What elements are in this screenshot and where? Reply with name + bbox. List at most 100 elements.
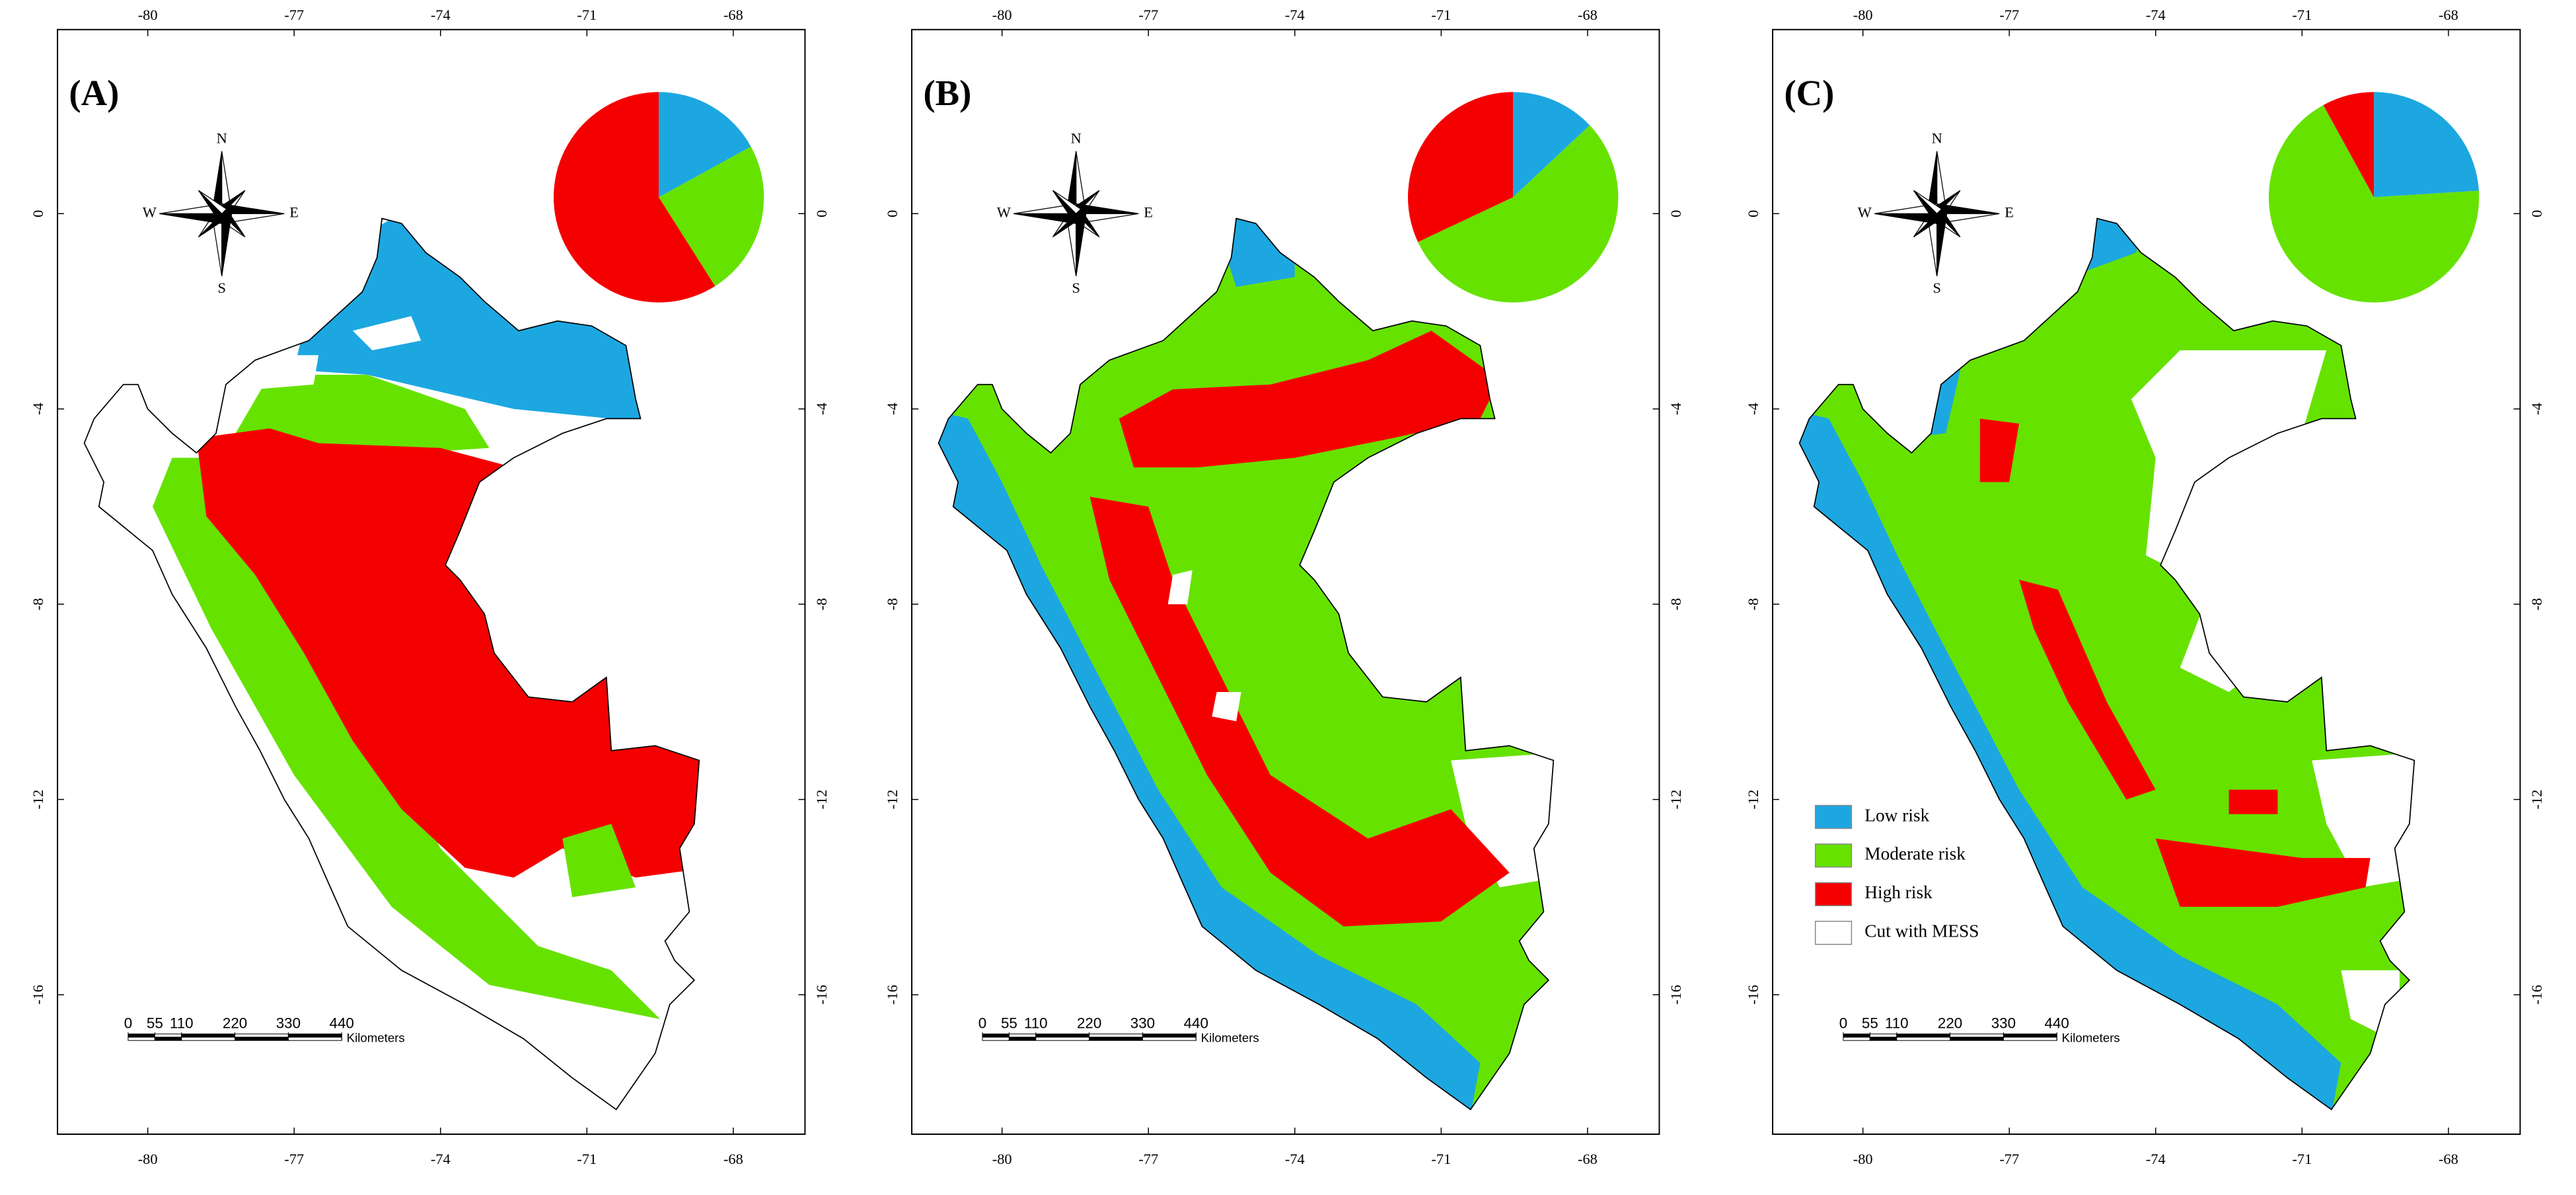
legend-label: High risk xyxy=(1864,882,1932,902)
risk-area xyxy=(245,355,319,390)
scale-segment xyxy=(982,1036,1010,1041)
scale-label: 110 xyxy=(1024,1015,1048,1031)
scale-segment xyxy=(1869,1033,1897,1038)
pie-slice xyxy=(1513,92,1590,198)
scale-label: 330 xyxy=(276,1015,301,1031)
compass-letter: N xyxy=(1071,130,1082,147)
risk-areas xyxy=(153,218,700,1019)
lon-label: -80 xyxy=(992,7,1012,23)
legend-label: Cut with MESS xyxy=(1864,921,1979,941)
risk-area xyxy=(352,316,422,350)
lon-label: -68 xyxy=(2439,7,2458,23)
scale-label: 55 xyxy=(147,1015,163,1031)
scale-segment xyxy=(1950,1036,2004,1041)
compass-letter: W xyxy=(1858,204,1872,220)
lat-label: -8 xyxy=(1745,598,1761,611)
legend-label: Moderate risk xyxy=(1864,844,1966,864)
scale-label: 220 xyxy=(1077,1015,1101,1031)
scale-segment xyxy=(1089,1033,1143,1038)
risk-area xyxy=(1119,330,1500,468)
lat-label: 0 xyxy=(884,210,901,217)
scale-segment xyxy=(1035,1036,1090,1041)
scale-segment xyxy=(1035,1033,1090,1038)
risk-area xyxy=(1212,691,1241,722)
scale-segment xyxy=(1008,1036,1037,1041)
lat-label: 0 xyxy=(1745,210,1761,217)
risk-area xyxy=(1167,570,1193,605)
panel-label: (B) xyxy=(923,73,971,113)
pie-slice xyxy=(2374,92,2479,198)
scale-segment xyxy=(2003,1036,2057,1041)
scale-label: 220 xyxy=(1938,1015,1962,1031)
compass-letter: N xyxy=(1932,130,1942,147)
scale-segment xyxy=(1843,1036,1870,1041)
scale-label: 110 xyxy=(1885,1015,1909,1031)
lat-label: -4 xyxy=(813,403,830,415)
lon-label: -71 xyxy=(1431,1151,1451,1167)
lat-label: -12 xyxy=(884,790,901,810)
risk-area xyxy=(2228,789,2278,814)
lon-label: -80 xyxy=(992,1151,1012,1167)
lon-label: -74 xyxy=(1285,1151,1305,1167)
compass-point xyxy=(1913,190,1942,215)
compass-letter: E xyxy=(1144,204,1153,220)
lat-label: -4 xyxy=(1745,403,1761,415)
lon-label: -80 xyxy=(1853,1151,1873,1167)
compass-point xyxy=(1052,190,1082,215)
scale-segment xyxy=(2003,1033,2057,1038)
lon-label: -74 xyxy=(431,1151,451,1167)
lon-label: -71 xyxy=(577,1151,597,1167)
pie-slice xyxy=(2323,92,2374,198)
risk-area xyxy=(562,824,636,898)
compass-letter: W xyxy=(143,204,157,220)
risk-area xyxy=(196,428,700,878)
lat-label: -8 xyxy=(884,598,901,611)
lat-label: -12 xyxy=(1745,790,1761,810)
lon-label: -77 xyxy=(1999,1151,2019,1167)
scale-label: 55 xyxy=(1862,1015,1878,1031)
legend-label: Low risk xyxy=(1864,805,1929,825)
lat-label: -16 xyxy=(30,985,46,1005)
pie-slice xyxy=(1408,92,1514,243)
lat-label: -4 xyxy=(1668,403,1684,415)
legend-swatch xyxy=(1814,882,1853,907)
scale-segment xyxy=(982,1033,1010,1038)
lat-label: -16 xyxy=(884,985,901,1005)
scale-unit: Kilometers xyxy=(347,1031,405,1045)
scale-segment xyxy=(1896,1033,1951,1038)
scale-segment xyxy=(154,1036,182,1041)
lat-label: -12 xyxy=(813,790,830,810)
scale-label: 440 xyxy=(2045,1015,2069,1031)
risk-area xyxy=(1089,496,1510,927)
scale-segment xyxy=(235,1036,289,1041)
scale-label: 440 xyxy=(330,1015,354,1031)
scale-label: 110 xyxy=(170,1015,194,1031)
lon-label: -77 xyxy=(1138,7,1158,23)
lon-label: -77 xyxy=(1999,7,2019,23)
scale-segment xyxy=(1869,1036,1897,1041)
scale-segment xyxy=(287,1033,342,1038)
scale-label: 330 xyxy=(1991,1015,2016,1031)
lon-label: -68 xyxy=(723,1151,743,1167)
lat-label: -8 xyxy=(813,598,830,611)
country-outline xyxy=(938,217,1555,1110)
lon-label: -77 xyxy=(284,1151,304,1167)
compass-letter: E xyxy=(289,204,299,220)
lat-label: -16 xyxy=(1668,985,1684,1005)
lat-label: -16 xyxy=(2528,985,2545,1005)
lon-label: -74 xyxy=(1285,7,1305,23)
lon-label: -71 xyxy=(2292,1151,2312,1167)
risk-area xyxy=(294,218,684,424)
lat-label: -4 xyxy=(884,403,901,415)
risk-area xyxy=(1799,408,2341,1110)
pie-slice xyxy=(659,92,751,198)
risk-area xyxy=(2019,580,2156,800)
lat-label: -8 xyxy=(2528,598,2545,611)
risk-area xyxy=(1979,418,2020,482)
lat-label: -4 xyxy=(2528,403,2545,415)
lat-label: -8 xyxy=(1668,598,1684,611)
scale-segment xyxy=(1142,1036,1196,1041)
lon-label: -68 xyxy=(1578,7,1598,23)
scale-segment xyxy=(287,1036,342,1041)
